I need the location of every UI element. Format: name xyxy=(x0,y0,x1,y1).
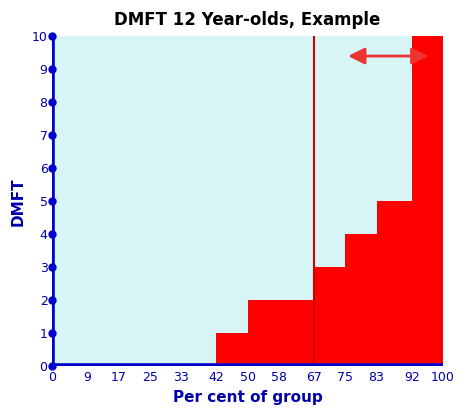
Polygon shape xyxy=(52,36,443,366)
X-axis label: Per cent of group: Per cent of group xyxy=(173,390,322,405)
Y-axis label: DMFT: DMFT xyxy=(11,177,26,225)
Title: DMFT 12 Year-olds, Example: DMFT 12 Year-olds, Example xyxy=(115,11,381,29)
